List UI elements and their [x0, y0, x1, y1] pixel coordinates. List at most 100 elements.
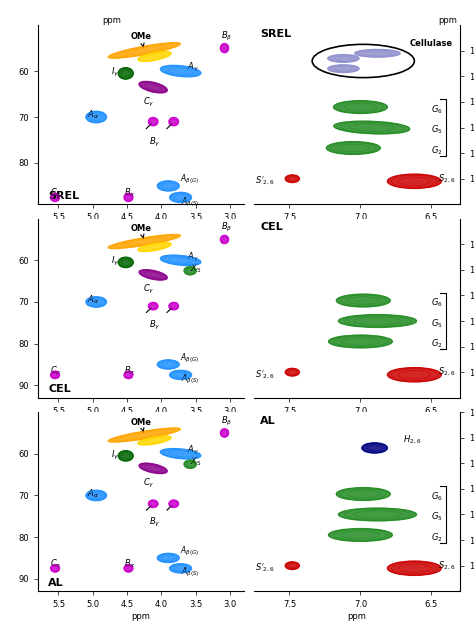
Ellipse shape [118, 450, 133, 461]
Ellipse shape [362, 443, 387, 453]
Ellipse shape [108, 43, 180, 58]
Ellipse shape [334, 101, 387, 113]
Text: OMe: OMe [130, 32, 151, 47]
Ellipse shape [148, 118, 158, 126]
Text: CEL: CEL [48, 384, 71, 394]
Ellipse shape [328, 335, 392, 348]
Ellipse shape [220, 43, 228, 53]
Ellipse shape [328, 65, 359, 72]
Text: AL: AL [48, 577, 64, 587]
Ellipse shape [220, 235, 228, 243]
Text: SREL: SREL [48, 191, 79, 201]
Ellipse shape [139, 463, 167, 474]
Ellipse shape [157, 181, 179, 191]
Text: $A_{\beta(G)}$: $A_{\beta(G)}$ [180, 545, 199, 558]
Text: $S_{2,6}$: $S_{2,6}$ [438, 366, 456, 378]
Ellipse shape [160, 448, 201, 459]
Ellipse shape [51, 565, 60, 572]
Ellipse shape [184, 267, 196, 275]
Text: CEL: CEL [260, 222, 283, 232]
Ellipse shape [355, 50, 400, 57]
X-axis label: ppm: ppm [347, 612, 366, 621]
Text: $A_{\gamma}$: $A_{\gamma}$ [187, 444, 199, 457]
Text: SREL: SREL [260, 29, 292, 39]
Text: OMe: OMe [130, 418, 151, 432]
Text: $G_2$: $G_2$ [431, 338, 443, 350]
Text: $X_5$: $X_5$ [190, 456, 201, 469]
Text: $C_{\gamma}$: $C_{\gamma}$ [143, 96, 155, 109]
Ellipse shape [139, 270, 167, 280]
Ellipse shape [124, 193, 133, 201]
Ellipse shape [285, 369, 300, 376]
Text: $G_5$: $G_5$ [431, 511, 443, 523]
Ellipse shape [170, 370, 191, 379]
Text: $S_{2,6}$: $S_{2,6}$ [438, 172, 456, 185]
Ellipse shape [138, 242, 171, 252]
Ellipse shape [387, 367, 441, 382]
Text: $B_{\gamma}$: $B_{\gamma}$ [149, 319, 160, 331]
Text: $A_{\alpha}$: $A_{\alpha}$ [87, 294, 99, 306]
Ellipse shape [108, 428, 180, 442]
Ellipse shape [86, 297, 107, 307]
Text: $C_{\alpha}$: $C_{\alpha}$ [50, 558, 62, 571]
Text: $B_{\alpha}$: $B_{\alpha}$ [124, 364, 135, 377]
Ellipse shape [138, 436, 171, 445]
Text: $A_{\alpha}$: $A_{\alpha}$ [87, 487, 99, 499]
Ellipse shape [338, 508, 417, 521]
Ellipse shape [328, 528, 392, 542]
Ellipse shape [160, 65, 201, 77]
Ellipse shape [86, 490, 107, 501]
Ellipse shape [184, 460, 196, 469]
Text: $B_{\gamma}$: $B_{\gamma}$ [149, 135, 160, 148]
Text: $I_{\gamma}$: $I_{\gamma}$ [110, 448, 119, 462]
Ellipse shape [337, 294, 390, 307]
Text: $C_{\alpha}$: $C_{\alpha}$ [50, 364, 62, 377]
Ellipse shape [169, 303, 179, 310]
Text: $X_5$: $X_5$ [190, 262, 201, 275]
Text: $G_2$: $G_2$ [431, 532, 443, 543]
Text: $C_{\gamma}$: $C_{\gamma}$ [143, 283, 155, 296]
Text: $G_5$: $G_5$ [431, 124, 443, 136]
Text: $G_6$: $G_6$ [431, 297, 443, 309]
Ellipse shape [124, 371, 133, 379]
Ellipse shape [328, 55, 359, 62]
Ellipse shape [169, 118, 179, 126]
Ellipse shape [108, 235, 180, 248]
Ellipse shape [160, 255, 201, 265]
Text: $A_{\beta(S)}$: $A_{\beta(S)}$ [181, 196, 199, 209]
Ellipse shape [387, 174, 441, 189]
Text: $S'_{2,6}$: $S'_{2,6}$ [255, 175, 275, 187]
Ellipse shape [118, 257, 133, 267]
Ellipse shape [124, 565, 133, 572]
Text: Cellulase: Cellulase [410, 38, 453, 48]
Text: $G_6$: $G_6$ [431, 103, 443, 116]
Ellipse shape [170, 564, 191, 573]
Ellipse shape [338, 314, 417, 328]
Ellipse shape [86, 111, 107, 123]
Ellipse shape [220, 429, 228, 437]
Text: $C_{\alpha}$: $C_{\alpha}$ [50, 187, 62, 199]
Ellipse shape [157, 360, 179, 369]
Text: $B_{\gamma}$: $B_{\gamma}$ [149, 516, 160, 530]
Ellipse shape [51, 193, 60, 201]
Text: $A_{\beta(S)}$: $A_{\beta(S)}$ [181, 566, 199, 579]
Ellipse shape [334, 121, 410, 134]
Ellipse shape [337, 487, 390, 501]
Text: $B_{\beta}$: $B_{\beta}$ [221, 221, 232, 235]
Text: $B_{\alpha}$: $B_{\alpha}$ [124, 187, 135, 199]
Ellipse shape [285, 562, 300, 569]
Text: $A_{\beta(G)}$: $A_{\beta(G)}$ [180, 172, 199, 186]
Text: $I_{\gamma}$: $I_{\gamma}$ [110, 255, 119, 268]
Text: $B_{\beta}$: $B_{\beta}$ [221, 30, 232, 43]
Ellipse shape [170, 192, 191, 203]
Text: AL: AL [260, 416, 276, 426]
Ellipse shape [51, 371, 60, 379]
Text: $S'_{2,6}$: $S'_{2,6}$ [255, 562, 275, 574]
X-axis label: ppm: ppm [131, 612, 150, 621]
Text: $B_{\alpha}$: $B_{\alpha}$ [124, 558, 135, 571]
Text: ppm: ppm [102, 16, 121, 25]
Text: $I_{\gamma}$: $I_{\gamma}$ [110, 66, 119, 79]
Ellipse shape [139, 81, 167, 93]
Text: OMe: OMe [130, 224, 151, 238]
Text: ppm: ppm [438, 16, 457, 25]
